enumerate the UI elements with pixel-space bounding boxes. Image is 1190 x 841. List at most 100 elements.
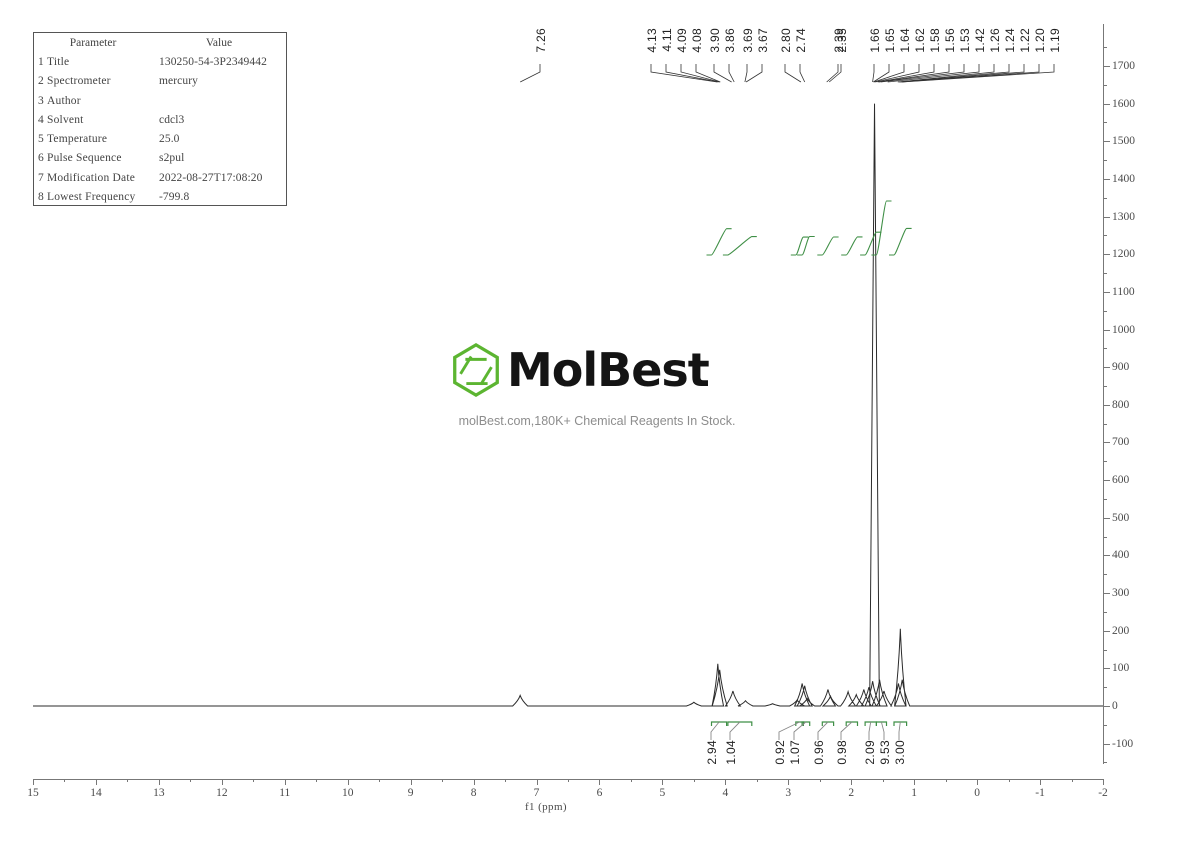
integral-value: 1.07 <box>788 740 802 765</box>
y-axis-label: -100 <box>1112 737 1134 750</box>
parameter-row: 6 Pulse Sequence s2pul <box>34 149 286 168</box>
x-axis-label: 0 <box>974 787 980 799</box>
parameter-index: 5 <box>38 133 44 146</box>
integral-curve <box>817 236 839 256</box>
peak-label-layer: 7.26 4.13 4.11 4.09 4.08 3.90 3.86 3.69 3.67 2.80… <box>0 0 1190 110</box>
integral-value: 3.00 <box>893 740 907 765</box>
parameter-value: 130250-54-3P2349442 <box>159 56 267 68</box>
x-axis-minor-tick <box>819 779 821 782</box>
parameter-value: 25.0 <box>159 133 180 146</box>
x-axis-tick <box>347 779 349 785</box>
x-axis-tick <box>914 779 916 785</box>
y-axis-tick <box>1103 480 1110 482</box>
y-axis-label: 100 <box>1112 662 1130 675</box>
y-axis-tick <box>1103 216 1110 218</box>
parameter-name: Pulse Sequence <box>47 152 122 165</box>
y-axis-minor-tick <box>1103 724 1107 726</box>
x-axis-label: 13 <box>153 787 165 799</box>
parameter-name: Author <box>47 94 81 107</box>
x-axis-title: f1 (ppm) <box>524 801 567 813</box>
y-axis-label: 1300 <box>1112 210 1135 223</box>
y-axis-tick <box>1103 178 1110 180</box>
parameter-table: Parameter Value 1 Title 130250-54-3P234944… <box>33 32 287 206</box>
x-axis-minor-tick <box>945 779 947 782</box>
y-axis-minor-tick <box>1103 348 1107 350</box>
x-axis-minor-tick <box>379 779 381 782</box>
y-axis-label: 500 <box>1112 511 1130 524</box>
y-axis-tick <box>1103 593 1110 595</box>
parameter-index: 1 <box>38 56 44 68</box>
y-axis-label: 1000 <box>1112 323 1135 336</box>
parameter-row: 8 Lowest Frequency -799.8 <box>34 188 286 207</box>
x-axis-minor-tick <box>882 779 884 782</box>
parameter-value: mercury <box>159 75 199 88</box>
x-axis-minor-tick <box>568 779 569 782</box>
watermark-tagline: molBest.com,180K+ Chemical Reagents In S… <box>458 414 736 428</box>
x-axis-minor-tick <box>442 779 444 782</box>
x-axis-minor-tick <box>316 779 318 782</box>
x-axis-tick <box>1040 779 1042 785</box>
y-axis-tick <box>1103 668 1110 670</box>
watermark: MolBest molBest.com,180K+ Chemical Reage… <box>447 340 747 432</box>
parameter-row: 1 Title 130250-54-3P2349442 <box>34 53 286 72</box>
x-axis-tick <box>221 779 223 785</box>
x-axis-label: 12 <box>216 787 228 799</box>
x-axis-minor-tick <box>127 779 129 782</box>
parameter-row: 7 Modification Date 2022-08-27T17:08:20 <box>34 169 286 188</box>
y-axis-tick <box>1103 517 1110 519</box>
integral-curve <box>706 228 732 256</box>
x-axis-minor-tick <box>253 779 255 782</box>
y-axis-minor-tick <box>1103 160 1107 162</box>
x-axis-tick <box>536 779 538 785</box>
parameter-index: 8 <box>38 191 44 204</box>
x-axis-tick <box>851 779 853 785</box>
parameter-index: 4 <box>38 113 44 126</box>
x-axis-minor-tick <box>1008 779 1010 782</box>
y-axis-minor-tick <box>1103 461 1107 463</box>
parameter-value: 2022-08-27T17:08:20 <box>159 171 263 184</box>
spectrum-plot <box>33 20 1103 720</box>
y-axis-minor-tick <box>1103 574 1107 576</box>
parameter-value: cdcl3 <box>159 113 185 126</box>
y-axis-minor-tick <box>1103 762 1107 764</box>
parameter-table-header: Parameter Value <box>34 33 286 53</box>
x-axis-tick <box>725 779 727 785</box>
header-value: Value <box>205 37 233 49</box>
integral-value: 9.53 <box>878 740 892 765</box>
integral-curve <box>722 236 757 256</box>
parameter-index: 2 <box>38 75 44 88</box>
x-axis-label: 6 <box>596 787 603 799</box>
x-axis-tick <box>788 779 790 785</box>
y-axis-label: 200 <box>1112 624 1130 637</box>
hexagon-logo-icon <box>453 342 499 398</box>
y-axis-tick <box>1103 66 1110 67</box>
y-axis-minor-tick <box>1103 423 1107 425</box>
y-axis-tick <box>1103 291 1110 293</box>
integral-value: 2.09 <box>863 740 877 765</box>
y-axis-tick <box>1103 141 1110 143</box>
x-axis-tick <box>284 779 286 785</box>
y-axis-label: 600 <box>1112 474 1130 487</box>
integral-curve <box>889 227 912 256</box>
x-axis-label: 3 <box>785 787 792 799</box>
x-axis-minor-tick <box>505 779 507 782</box>
y-axis-label: 1600 <box>1112 97 1135 110</box>
x-axis-tick <box>33 779 34 785</box>
x-axis-tick <box>473 779 475 785</box>
x-axis-label: 15 <box>27 787 39 799</box>
integral-curve <box>860 231 882 256</box>
integral-curve <box>841 236 863 256</box>
x-axis-label: -1 <box>1035 787 1045 799</box>
parameter-index: 6 <box>38 152 44 165</box>
x-axis-tick <box>158 779 160 785</box>
integral-value: 0.98 <box>835 740 849 765</box>
y-axis-tick <box>1103 367 1110 369</box>
y-axis-label: 0 <box>1112 700 1118 712</box>
y-axis-tick <box>1103 630 1110 632</box>
parameter-name: Title <box>47 56 70 68</box>
y-axis-minor-tick <box>1103 84 1107 86</box>
y-axis-minor-tick <box>1103 386 1107 387</box>
integral-value: 1.04 <box>724 740 738 765</box>
